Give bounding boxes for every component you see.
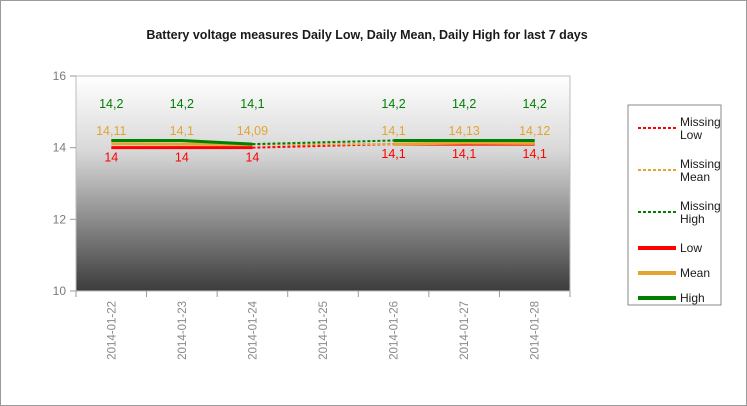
y-tick-label: 14 [53,141,67,155]
data-label-high: 14,2 [452,97,476,111]
y-axis: 10 12 14 16 [53,69,76,298]
legend: MissingLowMissingMeanMissingHighLowMeanH… [638,115,721,305]
series-line-high [111,139,253,146]
series-line-mean [393,141,535,146]
y-tick-label: 10 [53,284,67,298]
data-label-mean: 14,12 [519,124,550,138]
legend-label: Mean [680,170,710,184]
data-label-low: 14,1 [523,147,547,161]
x-tick-label: 2014-01-28 [530,301,542,360]
x-tick-label: 2014-01-25 [318,301,330,360]
x-tick-label: 2014-01-26 [389,301,401,360]
series-lines [111,139,535,150]
legend-label: Low [680,241,702,255]
legend-label: Missing [680,157,721,171]
y-tick-label: 12 [53,212,67,226]
data-label-mean: 14,09 [237,124,268,138]
data-label-high: 14,2 [99,97,123,111]
data-label-high: 14,2 [170,97,194,111]
legend-label: High [680,291,705,305]
data-label-low: 14,1 [381,147,405,161]
legend-label: High [680,212,705,226]
data-label-low: 14 [104,151,118,165]
data-label-low: 14 [175,151,189,165]
x-tick-label: 2014-01-22 [106,301,118,360]
x-tick-label: 2014-01-23 [177,301,189,360]
chart-title: Battery voltage measures Daily Low, Dail… [146,28,587,42]
missing-line-high [252,139,394,146]
plot-area [75,75,571,292]
x-tick-label: 2014-01-24 [247,300,259,359]
x-tick-label: 2014-01-27 [459,301,471,360]
data-labels: 14 14 14 14,1 14,1 14,1 14,11 14,1 14,09 14,1 14,1… [96,97,550,165]
legend-label: Low [680,128,702,142]
data-label-mean: 14,13 [449,124,480,138]
legend-label: Mean [680,266,710,280]
data-label-mean: 14,1 [170,124,194,138]
legend-label: Missing [680,115,721,129]
data-label-mean: 14,1 [381,124,405,138]
x-axis: 2014-01-22 2014-01-23 2014-01-24 2014-01-25… [75,291,571,360]
y-tick-label: 16 [53,69,67,83]
legend-label: Missing [680,199,721,213]
data-label-low: 14,1 [452,147,476,161]
data-label-mean: 14,11 [96,124,126,138]
data-label-high: 14,2 [523,97,547,111]
data-label-high: 14,1 [240,97,264,111]
data-label-high: 14,2 [381,97,405,111]
data-label-low: 14 [245,151,259,165]
